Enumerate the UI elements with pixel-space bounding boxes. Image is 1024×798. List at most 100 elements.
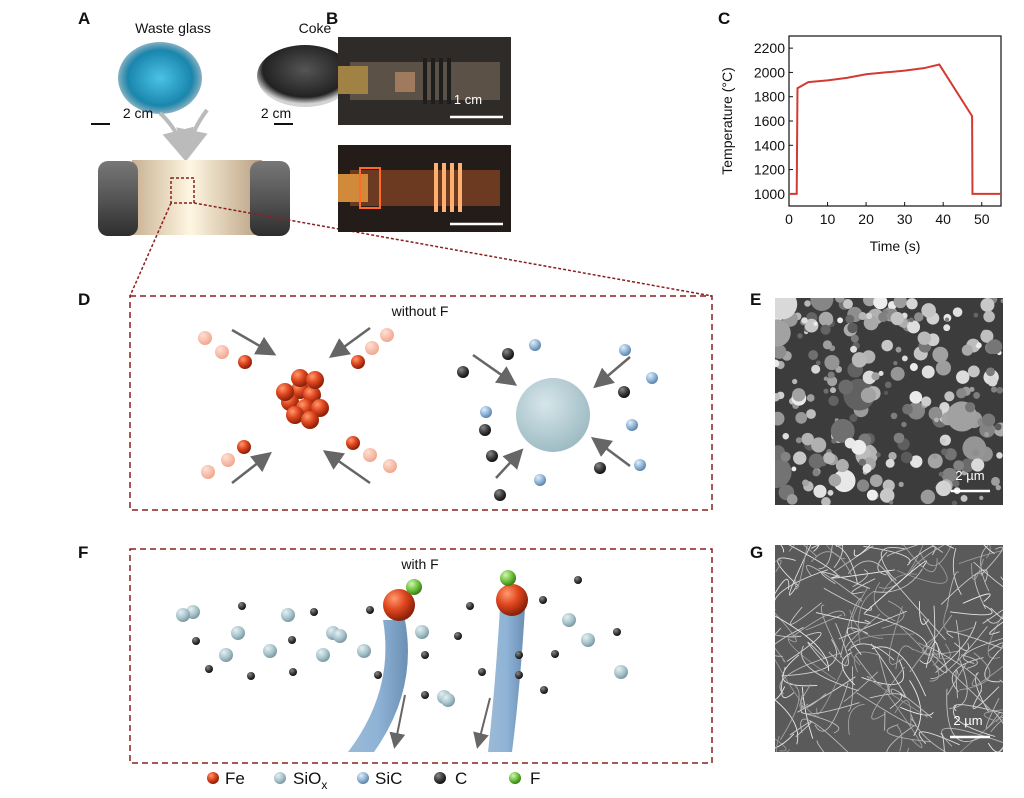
sem-nanowire [800,693,827,709]
siox-atom [614,665,628,679]
sem-nanowire [815,612,871,624]
legend-c-dot [434,772,446,784]
carbon-atom [192,637,200,645]
sic-nanowire [488,608,525,752]
sem-grain [944,317,950,322]
sem-nanowire [982,609,1003,624]
sem-nanowire [779,682,800,741]
sem-nanowire [871,646,927,697]
sem-grain [775,411,785,426]
sem-nanowire [953,704,996,737]
sem-nanowire [810,545,859,585]
sem-grain [850,345,858,353]
sem-grain [791,466,797,472]
sem-grain [823,388,829,394]
sem-nanowire [838,610,907,640]
sem-nanowire [909,680,922,736]
sem-grain [820,324,831,335]
sem-grain [808,350,819,360]
sem-nanowire [849,609,884,639]
sem-nanowire [852,569,869,588]
fe-atom [201,465,215,479]
without-f-box [129,295,713,511]
sem-nanowire [775,634,802,638]
sem-grain [860,387,877,403]
flow-arrow [328,326,371,358]
sem-grain [973,392,980,399]
sem-nanowire [884,570,946,641]
sem-grain [775,359,780,368]
sem-grain [875,452,881,458]
carbon-atom [515,651,523,659]
panel-label-b: B [326,9,338,28]
sem-grain [980,298,995,312]
sem-grain [775,319,791,347]
panel-label-f: F [78,543,88,562]
carbon-atom [374,671,382,679]
sem-nanowire [880,546,906,576]
sem-nanowire [987,613,1003,659]
carbon-atom [478,668,486,676]
sem-grain [813,484,827,498]
temperature-curve [789,63,1001,195]
sem-grain [881,339,893,352]
sem-nanowire [886,725,915,752]
sem-grain [824,354,840,371]
sem-nanowire [946,630,1003,649]
sem-grain [921,303,936,318]
legend-siox-sub: x [321,778,327,792]
sem-nanowire [811,551,852,575]
sem-nanowire [983,545,995,555]
sem-nanowire [775,569,828,611]
sem-nanowire [908,545,936,564]
flow-arrow [495,448,524,479]
sem-grain [858,312,867,321]
sem-grain [793,451,807,465]
sem-nanowire [955,669,959,699]
sem-nanowire [777,557,800,587]
sem-nanowire [789,602,822,625]
sem-nanowire [853,651,879,673]
sem-grain [808,453,824,469]
sem-grain [830,418,855,443]
sem-nanowire [950,604,993,616]
sem-nanowire [873,568,923,593]
sem-grain [801,317,808,324]
sem-grain [935,360,952,376]
legend: Fe SiOx SiC C F [207,769,540,792]
sem-nanowire [960,654,978,669]
carbon-atom [515,671,523,679]
sem-grain [906,298,918,310]
sem-nanowire [980,545,990,592]
sem-nanowire [999,679,1003,684]
sem-nanowire [972,686,1000,709]
carbon-atom [366,606,374,614]
carbon-atom [574,576,582,584]
sem-nanowire [847,666,854,712]
mix-arrow-right [176,108,209,162]
sem-grain [862,463,872,473]
sem-nanowire [780,545,785,553]
flow-arrow [322,450,371,485]
y-tick-label: 1000 [754,186,785,202]
siox-atom [219,648,233,662]
scale-label-g: 2 µm [953,713,982,728]
sem-grain [878,312,889,323]
sem-grain [828,395,839,407]
sem-nanowire [775,647,786,663]
sem-nanowire [788,545,812,596]
legend-siox-dot [274,772,286,784]
sem-nanowire [987,742,1003,752]
sem-grain [858,458,867,466]
sem-grain [889,500,894,505]
sem-grain [878,370,884,376]
sem-grain [893,432,905,444]
legend-siox: SiOx [293,769,327,792]
sem-nanowire [775,733,795,749]
sem-nanowire [993,710,1003,752]
sem-nanowire [833,545,843,568]
sem-grain [928,406,943,421]
photo-during-heating [338,145,511,232]
sem-nanowire [945,571,959,611]
sem-grain [987,339,1003,355]
